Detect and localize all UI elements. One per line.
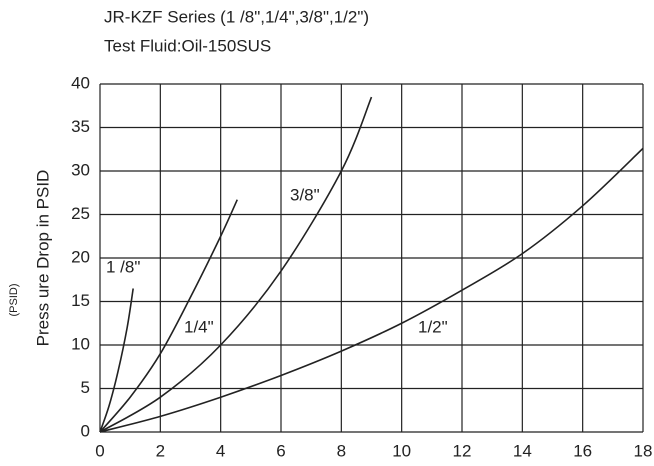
x-tick-label: 12 [453,441,472,460]
y-tick-label: 30 [71,160,90,179]
y-tick-label: 40 [71,73,90,92]
x-tick-label: 14 [513,441,532,460]
x-tick-label: 16 [573,441,592,460]
y-tick-label: 0 [81,421,90,440]
curve-label: 1 /8" [106,257,140,276]
y-tick-label: 5 [81,378,90,397]
y-tick-label: 10 [71,334,90,353]
chart-title: JR-KZF Series (1 /8",1/4",3/8",1/2") [104,7,369,26]
x-tick-label: 18 [634,441,653,460]
y-tick-label: 25 [71,204,90,223]
x-tick-label: 8 [337,441,346,460]
x-tick-label: 6 [276,441,285,460]
x-tick-label: 0 [95,441,104,460]
curve [99,147,644,433]
curve-label: 3/8" [290,185,320,204]
curve [99,199,238,433]
curve [99,96,373,433]
curve-label: 1/2" [418,317,448,336]
y-tick-label: 15 [71,291,90,310]
chart-subtitle: Test Fluid:Oil-150SUS [104,36,271,55]
x-tick-label: 2 [156,441,165,460]
y-axis-label: Press ure Drop in PSID [33,170,52,347]
x-tick-label: 10 [392,441,411,460]
curve [99,288,134,433]
y-tick-label: 35 [71,117,90,136]
curve-label: 1/4" [184,317,214,336]
x-tick-label: 4 [216,441,225,460]
y-tick-label: 20 [71,247,90,266]
y-axis-unit: (PSID) [8,284,20,317]
